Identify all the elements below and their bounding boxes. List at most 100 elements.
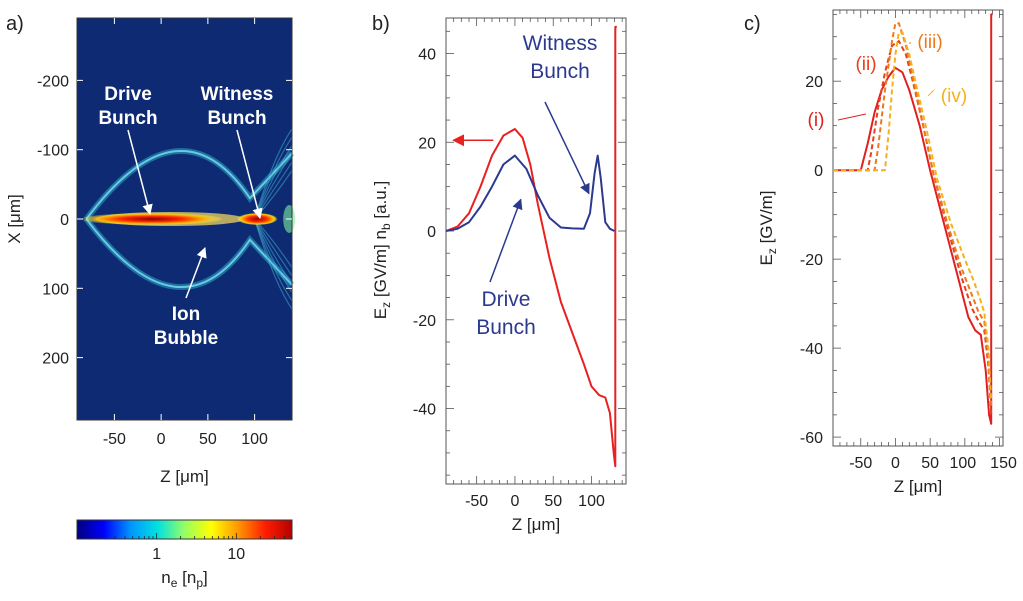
colorbar-tick-label: 1 xyxy=(152,546,161,563)
x-tick-label: 0 xyxy=(891,455,900,472)
series-label-leader xyxy=(927,89,935,97)
panel-b-annotations: Witness Bunch Drive Bunch xyxy=(452,32,598,339)
series-line-Ez xyxy=(445,25,617,468)
colorbar-bar xyxy=(76,519,293,540)
annotation-text: Bunch xyxy=(207,108,266,129)
annotation-text: Drive xyxy=(104,84,152,105)
series-line-(iv) xyxy=(833,31,993,402)
y-tick-label: -60 xyxy=(800,430,823,447)
label-text: E xyxy=(371,308,390,319)
annotation-text: Bubble xyxy=(154,328,218,349)
panel-a-axes: -50 0 50 100 -200 -100 0 100 200 xyxy=(37,17,293,448)
panel-c-legend-labels: (i) (ii) (iii) (iv) xyxy=(808,32,968,131)
y-tick-label: -40 xyxy=(800,341,823,358)
witness-bunch-label: Witness xyxy=(523,32,598,55)
label-subscript: b xyxy=(379,223,393,230)
panel-b-y-label-text: Ez [GV/m] nb [a.u.] xyxy=(371,181,393,319)
annotation-arrow xyxy=(185,247,207,299)
label-subscript: z xyxy=(379,302,393,308)
plot-frame xyxy=(832,9,1004,447)
x-tick-label: 50 xyxy=(544,493,562,510)
panel-a-heatmap: a) -50 0 50 100 -200 -100 0 100 200 Z [μm] X [μm… xyxy=(5,13,296,590)
y-tick-label: 200 xyxy=(42,351,69,368)
x-tick-label: 150 xyxy=(990,455,1017,472)
panel-b-y-label: Ez [GV/m] nb [a.u.] xyxy=(371,181,393,319)
wake-filament xyxy=(254,128,293,220)
colorbar: 1 10 ne [np] xyxy=(76,519,293,590)
y-tick-label: -100 xyxy=(37,143,69,160)
label-text: [GV/m] n xyxy=(371,230,390,302)
witness-bunch-label: Bunch xyxy=(530,60,590,83)
bubble-sheath-upper-edge xyxy=(85,150,293,220)
label-text: ] xyxy=(203,568,208,587)
bubble-sheath-lower-edge xyxy=(85,218,293,288)
witness-bunch-arrow xyxy=(544,101,590,195)
label-subscript: e xyxy=(171,576,178,590)
panel-a-annotations: Drive Bunch Witness Bunch Ion Bubble xyxy=(98,84,273,349)
panel-c-letter: c) xyxy=(744,13,761,35)
y-tick-label: 20 xyxy=(418,135,436,152)
y-tick-label: -200 xyxy=(37,73,69,90)
label-text: n xyxy=(161,568,170,587)
panel-c-y-label-text: Ez [GV/m] xyxy=(757,191,779,266)
annotation-text: Witness xyxy=(201,84,274,105)
label-text: [n xyxy=(177,568,196,587)
series-line-(iii) xyxy=(833,22,993,407)
series-label: (i) xyxy=(808,110,825,131)
x-tick-label: 0 xyxy=(510,493,519,510)
x-tick-label: 100 xyxy=(578,493,605,510)
annotation-arrow xyxy=(127,129,153,216)
x-tick-label: 100 xyxy=(949,455,976,472)
y-tick-label: -40 xyxy=(413,402,436,419)
panel-c-series xyxy=(833,13,993,425)
drive-bunch-label: Bunch xyxy=(476,316,536,339)
panel-b-axes: -50 0 50 100 40 20 0 -20 -40 xyxy=(413,17,627,510)
y-tick-label: 20 xyxy=(805,74,823,91)
y-tick-label: 0 xyxy=(60,212,69,229)
annotation-arrow xyxy=(236,129,263,220)
label-text: E xyxy=(757,254,776,265)
panel-c-x-label: Z [μm] xyxy=(894,477,943,496)
x-tick-label: -50 xyxy=(103,431,126,448)
y-tick-label: 100 xyxy=(42,281,69,298)
y-tick-label: 40 xyxy=(418,47,436,64)
y-tick-label: 0 xyxy=(814,163,823,180)
drive-bunch-label: Drive xyxy=(481,288,530,311)
panel-a-letter: a) xyxy=(6,13,24,35)
label-subscript: p xyxy=(196,576,203,590)
panel-a-x-label: Z [μm] xyxy=(160,467,209,486)
x-tick-label: 50 xyxy=(921,455,939,472)
label-subscript: z xyxy=(765,248,779,254)
series-label: (iv) xyxy=(941,86,967,107)
series-line-nb xyxy=(445,154,615,232)
wake-filament xyxy=(254,218,293,310)
plot-frame xyxy=(445,17,627,485)
label-text: [a.u.] xyxy=(371,181,390,224)
y-tick-label: -20 xyxy=(413,313,436,330)
panel-a-y-label: X [μm] xyxy=(5,194,24,243)
series-label: (ii) xyxy=(855,54,876,75)
series-line-(i) xyxy=(833,13,993,425)
annotation-text: Ion xyxy=(172,304,201,325)
witness-bunch-core xyxy=(237,213,278,225)
label-text: [GV/m] xyxy=(757,191,776,249)
x-tick-label: 100 xyxy=(241,431,268,448)
drive-bunch-arrow xyxy=(489,198,523,283)
series-label: (iii) xyxy=(917,32,942,53)
panel-b-line-chart: b) -50 0 50 100 40 20 0 -20 -40 Z [μm] Ez [GV/m]… xyxy=(371,13,627,534)
x-tick-label: -50 xyxy=(849,455,872,472)
annotation-text: Bunch xyxy=(98,108,157,129)
colorbar-tick-label: 10 xyxy=(227,546,245,563)
panel-b-series xyxy=(445,25,617,468)
drive-bunch-core xyxy=(81,213,222,225)
colorbar-label: ne [np] xyxy=(161,568,207,590)
x-tick-label: 50 xyxy=(199,431,217,448)
y-tick-label: 0 xyxy=(427,224,436,241)
panel-b-letter: b) xyxy=(372,13,390,35)
x-tick-label: 0 xyxy=(157,431,166,448)
panel-b-x-label: Z [μm] xyxy=(512,515,561,534)
panel-c-y-label: Ez [GV/m] xyxy=(757,191,779,266)
